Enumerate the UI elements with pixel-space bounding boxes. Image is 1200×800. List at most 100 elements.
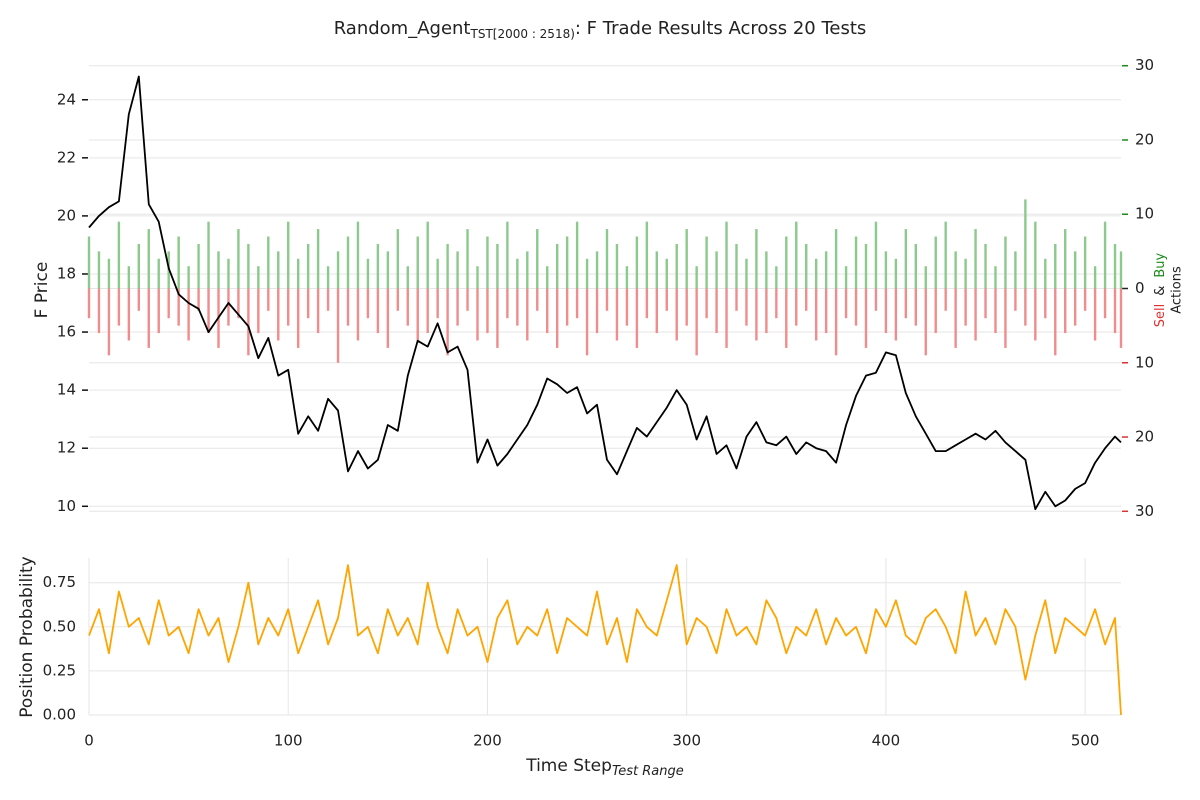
bar: [326, 288, 330, 311]
bar: [127, 288, 131, 341]
bar: [446, 288, 449, 356]
bar: [1064, 288, 1067, 334]
bar: [97, 288, 101, 334]
bar: [147, 229, 150, 289]
bar: [675, 243, 678, 289]
bar: [994, 288, 997, 334]
y-tick-label: 24: [57, 90, 76, 108]
bar: [775, 288, 778, 319]
bar: [605, 229, 609, 289]
y-axis-label: F Price: [32, 262, 52, 319]
bar: [765, 251, 768, 289]
bar: [864, 243, 868, 289]
bar: [277, 251, 280, 289]
y-tick-label: 12: [57, 439, 76, 457]
bar: [1113, 288, 1117, 334]
bar: [834, 288, 838, 356]
bar: [565, 236, 569, 289]
bar: [555, 288, 559, 348]
bar: [605, 288, 609, 311]
bar: [346, 288, 350, 326]
bar: [267, 288, 270, 311]
y2-tick-label: 20: [1135, 130, 1154, 148]
bar: [894, 288, 898, 341]
bar: [436, 258, 439, 289]
data-line: [88, 564, 1122, 716]
bar: [247, 243, 250, 289]
bar: [665, 288, 668, 311]
x-label-main: Time Step: [525, 756, 612, 776]
bar: [695, 288, 698, 356]
x-tick-label: 500: [1071, 732, 1100, 750]
y2-tick-label: 30: [1135, 502, 1154, 520]
bar: [894, 258, 898, 289]
bar: [396, 229, 400, 289]
bar: [516, 288, 519, 326]
bar: [1093, 288, 1097, 341]
bar: [685, 288, 688, 326]
bar: [516, 258, 519, 289]
plot-0: 10 12 14 16 18 20 22 24 30 20 10 0 10 20 30: [57, 56, 1154, 520]
y2-tick-label: 10: [1135, 205, 1154, 223]
bar: [824, 251, 828, 289]
bar: [247, 288, 250, 356]
bar: [914, 288, 917, 326]
bar: [1083, 236, 1087, 289]
bar: [97, 251, 101, 289]
bar: [406, 288, 409, 326]
bar: [755, 288, 758, 341]
bar: [217, 251, 220, 289]
bar: [1054, 288, 1057, 356]
y2-tick-label: 0: [1135, 279, 1145, 297]
bar: [127, 266, 131, 289]
bar: [496, 288, 499, 348]
bar: [416, 236, 419, 289]
bar: [1119, 251, 1123, 289]
x-tick-label: 300: [672, 732, 701, 750]
bar: [177, 236, 180, 289]
bar: [884, 251, 888, 289]
bar: [456, 288, 459, 326]
bar: [1044, 258, 1047, 289]
bar: [964, 258, 967, 289]
chart-title: Random_AgentTST[2000 : 2518): F Trade Re…: [334, 18, 867, 41]
bar: [625, 266, 629, 289]
bar: [944, 221, 947, 289]
bar: [356, 221, 360, 289]
bar: [366, 288, 370, 319]
bar: [1064, 229, 1067, 289]
bar: [595, 288, 599, 334]
bar: [1103, 288, 1107, 319]
bar: [1119, 288, 1123, 348]
bar: [765, 288, 768, 334]
bar: [107, 288, 111, 356]
bar: [436, 288, 439, 319]
bar: [984, 243, 987, 289]
bar: [496, 243, 499, 289]
bar: [1014, 288, 1017, 311]
y-tick-label: 0.00: [43, 706, 76, 724]
bar: [416, 288, 419, 341]
bar: [486, 236, 489, 289]
bar: [615, 243, 619, 289]
bar: [785, 288, 788, 348]
bar: [635, 288, 639, 348]
y2-label-and: &: [1153, 286, 1168, 296]
bar: [805, 243, 808, 289]
bar: [1054, 243, 1057, 289]
bar: [555, 243, 559, 289]
bar: [745, 288, 748, 326]
bar: [87, 288, 91, 319]
bar: [834, 229, 838, 289]
bar: [934, 288, 937, 334]
y-axis-label: Position Probability: [17, 556, 37, 717]
bar: [187, 288, 190, 341]
y-tick-label: 22: [57, 148, 76, 166]
bar: [795, 221, 798, 289]
bar: [735, 288, 738, 311]
bar: [715, 288, 718, 334]
x-tick-label: 100: [274, 732, 303, 750]
bar: [316, 288, 320, 334]
x-tick-label: 0: [84, 732, 94, 750]
bar: [1083, 288, 1087, 311]
